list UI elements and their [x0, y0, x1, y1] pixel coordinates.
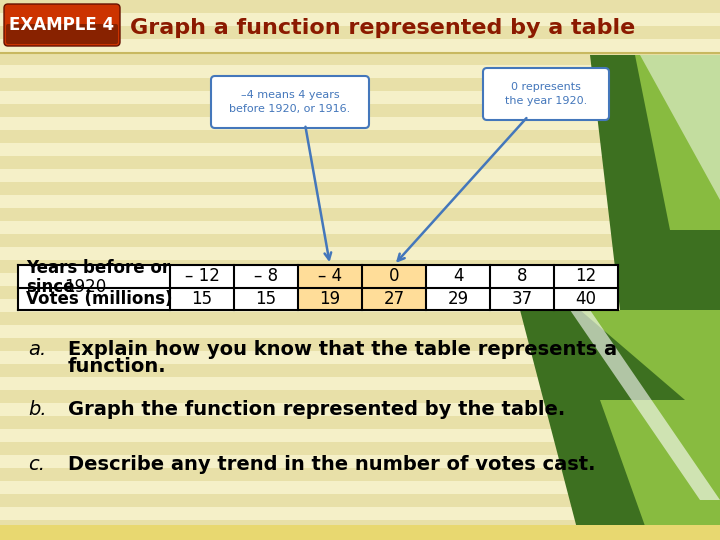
Bar: [298, 265, 362, 310]
Text: 37: 37: [511, 290, 533, 308]
Text: 8: 8: [517, 267, 527, 285]
Bar: [0, 130, 720, 143]
Text: Graph a function represented by a table: Graph a function represented by a table: [130, 18, 635, 38]
Bar: [0, 286, 720, 299]
Text: 0: 0: [389, 267, 400, 285]
Text: 27: 27: [384, 290, 405, 308]
Text: a.: a.: [28, 340, 46, 359]
Bar: [18, 265, 618, 310]
Text: since: since: [26, 278, 74, 296]
Text: Years before or: Years before or: [26, 259, 170, 277]
Text: 12: 12: [575, 267, 597, 285]
Bar: [0, 338, 720, 351]
Text: 4: 4: [453, 267, 463, 285]
Polygon shape: [635, 55, 720, 230]
Bar: [0, 520, 720, 533]
Text: Graph the function represented by the table.: Graph the function represented by the ta…: [68, 400, 565, 419]
Bar: [362, 265, 426, 310]
Text: b.: b.: [28, 400, 47, 419]
Bar: [0, 26, 720, 39]
Bar: [0, 494, 720, 507]
Polygon shape: [590, 55, 720, 310]
Text: – 12: – 12: [184, 267, 220, 285]
Polygon shape: [520, 310, 720, 540]
Text: Explain how you know that the table represents a: Explain how you know that the table repr…: [68, 340, 617, 359]
FancyBboxPatch shape: [211, 76, 369, 128]
Text: 40: 40: [575, 290, 596, 308]
Text: –4 means 4 years
before 1920, or 1916.: –4 means 4 years before 1920, or 1916.: [230, 90, 351, 114]
Text: – 8: – 8: [254, 267, 278, 285]
Text: – 4: – 4: [318, 267, 342, 285]
Bar: [0, 156, 720, 169]
FancyBboxPatch shape: [4, 4, 120, 46]
Polygon shape: [570, 310, 720, 500]
Text: 0 represents
the year 1920.: 0 represents the year 1920.: [505, 82, 587, 106]
Bar: [0, 364, 720, 377]
Polygon shape: [580, 310, 720, 430]
Bar: [0, 442, 720, 455]
Bar: [0, 416, 720, 429]
FancyBboxPatch shape: [6, 24, 118, 44]
Text: 1920: 1920: [64, 278, 107, 296]
Bar: [0, 234, 720, 247]
Text: EXAMPLE 4: EXAMPLE 4: [9, 16, 114, 34]
Bar: [0, 260, 720, 273]
Bar: [0, 52, 720, 65]
Text: 15: 15: [256, 290, 276, 308]
Text: 19: 19: [320, 290, 341, 308]
FancyBboxPatch shape: [483, 68, 609, 120]
Text: 29: 29: [447, 290, 469, 308]
Bar: [0, 0, 720, 13]
Bar: [0, 525, 720, 540]
Bar: [0, 104, 720, 117]
Bar: [0, 312, 720, 325]
Text: c.: c.: [28, 455, 45, 474]
Polygon shape: [600, 400, 720, 540]
Text: function.: function.: [68, 357, 166, 376]
Text: Votes (millions): Votes (millions): [26, 290, 173, 308]
Text: 15: 15: [192, 290, 212, 308]
Bar: [0, 182, 720, 195]
Polygon shape: [595, 55, 720, 200]
Bar: [0, 468, 720, 481]
Bar: [0, 390, 720, 403]
Text: Describe any trend in the number of votes cast.: Describe any trend in the number of vote…: [68, 455, 595, 474]
Bar: [0, 78, 720, 91]
Bar: [0, 208, 720, 221]
